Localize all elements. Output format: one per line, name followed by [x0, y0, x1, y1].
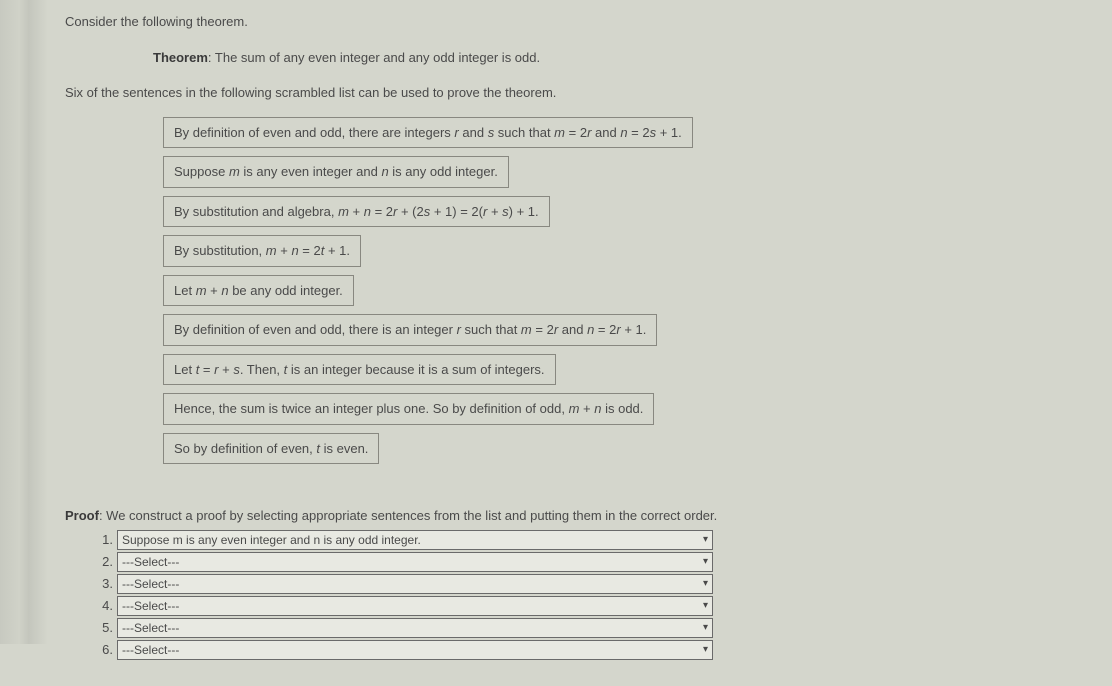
intro-text: Consider the following theorem. — [65, 12, 1088, 32]
scrambled-sentence: By definition of even and odd, there is … — [163, 314, 657, 346]
proof-step-select[interactable]: ---Select--- ▾ — [117, 596, 713, 616]
proof-intro-text: : We construct a proof by selecting appr… — [99, 508, 717, 523]
proof-steps-list: 1. Suppose m is any even integer and n is… — [95, 530, 1088, 660]
proof-step-row: 4. ---Select--- ▾ — [95, 596, 1088, 616]
theorem-text: : The sum of any even integer and any od… — [208, 50, 540, 65]
proof-step-select[interactable]: ---Select--- ▾ — [117, 618, 713, 638]
proof-step-number: 1. — [95, 530, 117, 550]
proof-intro-row: Proof: We construct a proof by selecting… — [65, 506, 1088, 526]
chevron-down-icon: ▾ — [703, 576, 708, 591]
proof-step-select-value: ---Select--- — [122, 553, 179, 571]
scrambled-sentence: Let t = r + s. Then, t is an integer bec… — [163, 354, 556, 386]
proof-step-number: 6. — [95, 640, 117, 660]
chevron-down-icon: ▾ — [703, 642, 708, 657]
proof-step-select-value: ---Select--- — [122, 597, 179, 615]
scrambled-sentence-list: By definition of even and odd, there are… — [163, 117, 1088, 473]
proof-step-row: 1. Suppose m is any even integer and n is… — [95, 530, 1088, 550]
scrambled-sentence: By substitution, m + n = 2t + 1. — [163, 235, 361, 267]
proof-step-number: 5. — [95, 618, 117, 638]
proof-step-row: 2. ---Select--- ▾ — [95, 552, 1088, 572]
proof-step-select[interactable]: ---Select--- ▾ — [117, 640, 713, 660]
chevron-down-icon: ▾ — [703, 620, 708, 635]
scrambled-sentence: By substitution and algebra, m + n = 2r … — [163, 196, 550, 228]
chevron-down-icon: ▾ — [703, 598, 708, 613]
scrambled-sentence: So by definition of even, t is even. — [163, 433, 379, 465]
scrambled-sentence: Let m + n be any odd integer. — [163, 275, 354, 307]
proof-step-row: 3. ---Select--- ▾ — [95, 574, 1088, 594]
proof-step-select[interactable]: Suppose m is any even integer and n is a… — [117, 530, 713, 550]
theorem-statement: Theorem: The sum of any even integer and… — [153, 48, 1088, 68]
proof-step-select[interactable]: ---Select--- ▾ — [117, 552, 713, 572]
proof-step-select-value: ---Select--- — [122, 641, 179, 659]
page-binding-decoration — [0, 0, 48, 644]
scrambled-sentence: Hence, the sum is twice an integer plus … — [163, 393, 654, 425]
scrambled-sentence: By definition of even and odd, there are… — [163, 117, 693, 149]
proof-step-number: 3. — [95, 574, 117, 594]
proof-step-number: 2. — [95, 552, 117, 572]
proof-step-select[interactable]: ---Select--- ▾ — [117, 574, 713, 594]
proof-step-row: 6. ---Select--- ▾ — [95, 640, 1088, 660]
proof-section: Proof: We construct a proof by selecting… — [65, 506, 1088, 660]
proof-step-select-value: ---Select--- — [122, 575, 179, 593]
chevron-down-icon: ▾ — [703, 532, 708, 547]
proof-step-row: 5. ---Select--- ▾ — [95, 618, 1088, 638]
scrambled-sentence: Suppose m is any even integer and n is a… — [163, 156, 509, 188]
proof-step-select-value: ---Select--- — [122, 619, 179, 637]
proof-step-number: 4. — [95, 596, 117, 616]
theorem-label: Theorem — [153, 50, 208, 65]
proof-step-select-value: Suppose m is any even integer and n is a… — [122, 531, 421, 549]
proof-label: Proof — [65, 508, 99, 523]
scrambled-instruction: Six of the sentences in the following sc… — [65, 83, 1088, 103]
chevron-down-icon: ▾ — [703, 554, 708, 569]
